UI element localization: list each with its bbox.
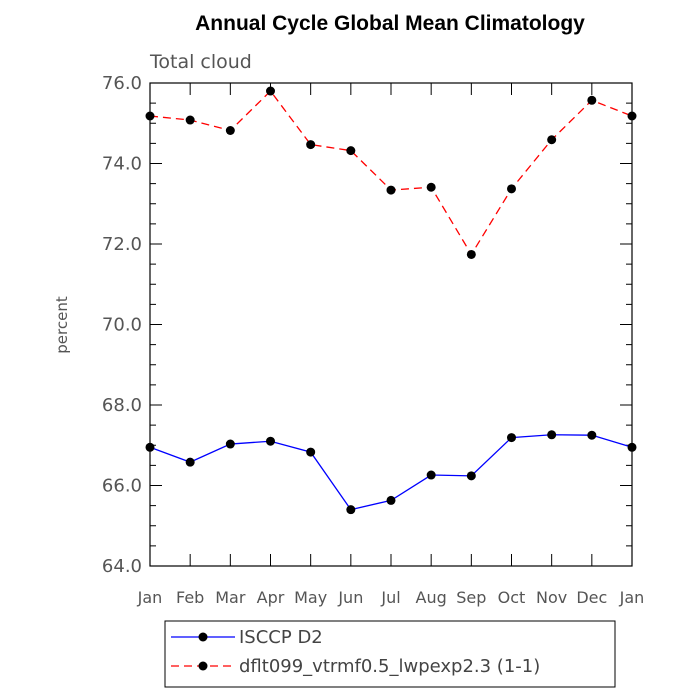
legend-label: ISCCP D2 — [239, 627, 323, 648]
y-tick-label: 66.0 — [102, 476, 142, 497]
chart-title: Annual Cycle Global Mean Climatology — [195, 12, 585, 35]
legend-item: ISCCP D2 — [171, 627, 323, 648]
data-point — [306, 140, 316, 150]
data-point — [145, 111, 155, 121]
data-point — [185, 115, 195, 125]
series-line — [149, 90, 633, 256]
data-point — [266, 436, 275, 446]
x-tick-label: Jul — [380, 588, 400, 607]
x-tick-label: Jun — [337, 588, 363, 607]
x-tick-label: Oct — [498, 588, 526, 607]
data-point — [466, 249, 476, 259]
y-tick-label: 72.0 — [102, 234, 142, 255]
legend-box — [164, 620, 616, 688]
y-tick-label: 68.0 — [102, 395, 142, 416]
x-tick-label: Dec — [576, 588, 607, 607]
legend-label: dflt099_vtrmf0.5_lwpexp2.3 (1-1) — [239, 656, 540, 677]
y-tick-label: 74.0 — [102, 154, 142, 175]
x-tick-label: Mar — [215, 588, 246, 607]
x-tick-label: Nov — [536, 588, 567, 607]
data-point — [426, 470, 436, 480]
data-point — [547, 430, 557, 440]
data-point — [386, 185, 396, 195]
data-point — [627, 111, 637, 121]
data-point — [386, 495, 396, 505]
data-point — [266, 86, 275, 96]
legend-item: dflt099_vtrmf0.5_lwpexp2.3 (1-1) — [171, 656, 540, 677]
x-tick-label: Sep — [456, 588, 486, 607]
data-point — [627, 442, 637, 452]
data-point — [225, 125, 235, 135]
data-point — [587, 430, 597, 440]
legend-marker — [198, 632, 208, 642]
axes: 64.0 66.0 68.0 70.0 72.0 74.0 76.0 Jan Feb Mar Apr… — [102, 73, 644, 607]
data-point — [547, 135, 557, 145]
y-tick-label: 70.0 — [102, 315, 142, 336]
data-point — [507, 433, 516, 443]
y-tick-label: 64.0 — [102, 556, 142, 577]
x-tick-label: Jan — [619, 588, 645, 607]
data-point — [145, 442, 155, 452]
series-2 — [145, 86, 637, 259]
data-point — [426, 182, 436, 192]
data-point — [306, 447, 316, 457]
data-point — [346, 146, 356, 156]
series-layer — [145, 86, 637, 515]
y-axis-label: percent — [53, 296, 71, 354]
plot-frame — [149, 82, 633, 567]
x-tick-label: Jan — [137, 588, 163, 607]
data-point — [466, 471, 476, 481]
x-tick-label: Aug — [416, 588, 447, 607]
legend: ISCCP D2 dflt099_vtrmf0.5_lwpexp2.3 (1-1) — [164, 620, 616, 688]
data-point — [587, 95, 597, 105]
data-point — [225, 439, 235, 449]
data-point — [185, 457, 195, 467]
legend-marker — [198, 661, 208, 671]
data-point — [507, 184, 516, 194]
x-tick-label: Feb — [176, 588, 204, 607]
x-tick-label: May — [294, 588, 327, 607]
data-point — [346, 505, 356, 515]
y-tick-label: 76.0 — [102, 73, 142, 94]
chart-subtitle: Total cloud — [149, 51, 252, 73]
x-tick-label: Apr — [257, 588, 285, 607]
series-1 — [145, 430, 637, 515]
